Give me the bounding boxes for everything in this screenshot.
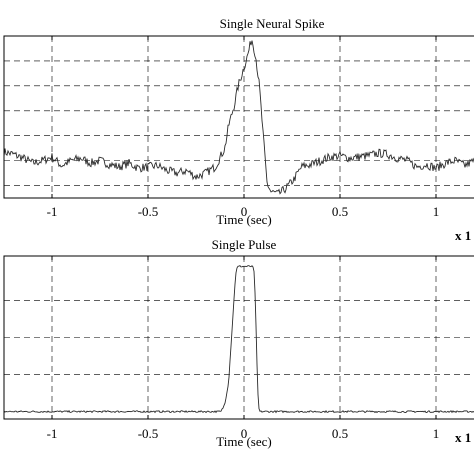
pulse-grid [4,256,474,419]
pulse-x-scale-label: x 1 [455,430,471,445]
pulse-panel: Single Pulse -1 -0.5 0 0.5 1 Time (sec) x 1 [3,237,474,449]
x-tick-label: -0.5 [138,204,159,219]
x-tick-label: 0.5 [332,426,348,441]
spike-waveform-line [3,40,474,195]
pulse-title: Single Pulse [212,237,277,252]
spike-grid [4,36,474,198]
spike-axes-frame [3,35,474,199]
pulse-waveform-line [3,265,474,414]
x-tick-label: -1 [47,426,58,441]
x-tick-label: 1 [433,426,440,441]
spike-x-scale-label: x 1 [455,228,471,243]
spike-x-tick-labels: -1 -0.5 0 0.5 1 [47,36,440,219]
x-tick-label: -1 [47,204,58,219]
x-tick-label: 1 [433,204,440,219]
pulse-x-tick-labels: -1 -0.5 0 0.5 1 [47,256,440,441]
spike-panel: Single Neural Spike -1 -0.5 0 0.5 1 Time (se… [3,16,474,243]
x-tick-label: 0.5 [332,204,348,219]
spike-x-axis-label: Time (sec) [216,212,272,227]
x-tick-label: -0.5 [138,426,159,441]
pulse-x-axis-label: Time (sec) [216,434,272,449]
x-tick-label: 0 [241,426,248,441]
spike-title: Single Neural Spike [220,16,325,31]
x-tick-label: 0 [241,204,248,219]
